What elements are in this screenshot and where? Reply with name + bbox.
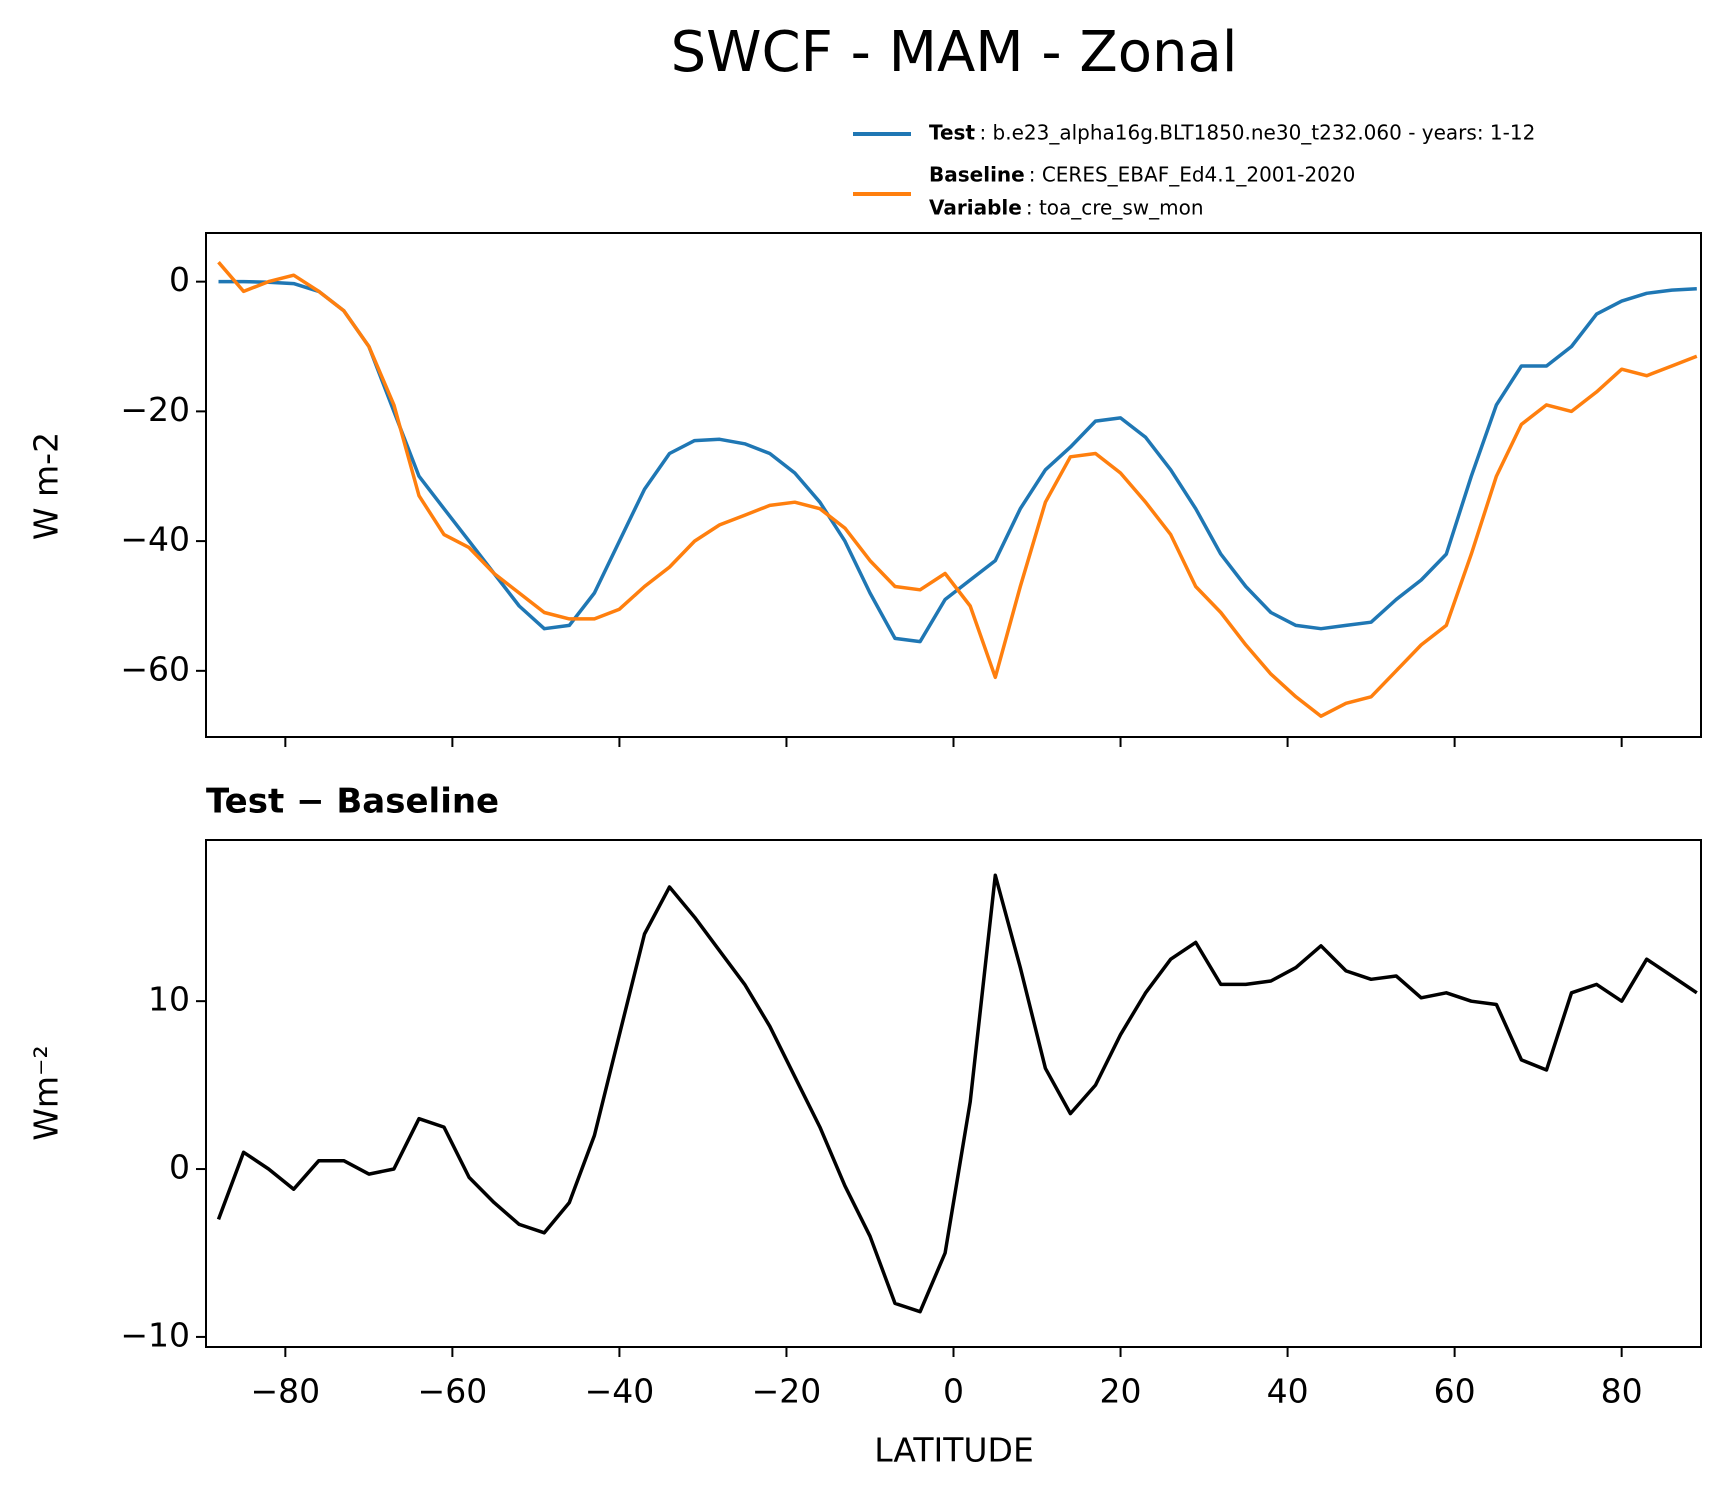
x-tick-label: 0 <box>943 1372 964 1411</box>
legend-text: : b.e23_alpha16g.BLT1850.ne30_t232.060 -… <box>979 121 1535 145</box>
y-axis-label: W m-2 <box>27 432 66 540</box>
x-tick-label: 40 <box>1267 1372 1309 1411</box>
y-tick-label: 0 <box>169 1148 190 1187</box>
legend-label: Test <box>929 121 975 145</box>
x-tick-label: 60 <box>1434 1372 1476 1411</box>
x-tick-label: 20 <box>1100 1372 1142 1411</box>
chart-title: SWCF - MAM - Zonal <box>671 20 1238 85</box>
y-tick-label: 0 <box>169 260 190 299</box>
legend-text: : toa_cre_sw_mon <box>1026 196 1204 220</box>
data-line <box>217 261 1698 718</box>
x-tick-label: 80 <box>1601 1372 1643 1411</box>
legend-label: Baseline <box>929 163 1025 187</box>
legend-label: Variable <box>929 196 1022 220</box>
y-tick-label: 10 <box>148 980 190 1019</box>
x-tick-label: −20 <box>752 1372 822 1411</box>
y-tick-label: −40 <box>120 520 190 559</box>
x-tick-label: −60 <box>418 1372 488 1411</box>
x-axis-label: LATITUDE <box>874 1431 1034 1470</box>
x-tick-label: −80 <box>251 1372 321 1411</box>
data-line <box>216 873 1698 1314</box>
plot-frame <box>205 232 1702 738</box>
legend-text: : CERES_EBAF_Ed4.1_2001-2020 <box>1029 163 1356 187</box>
y-tick-label: −10 <box>120 1315 190 1354</box>
y-tick-label: −20 <box>120 390 190 429</box>
x-tick-label: −40 <box>585 1372 655 1411</box>
y-axis-label: Wm⁻² <box>27 1045 66 1140</box>
subplot-title: Test − Baseline <box>206 782 499 822</box>
plot-frame <box>205 839 1702 1348</box>
y-tick-label: −60 <box>120 649 190 688</box>
